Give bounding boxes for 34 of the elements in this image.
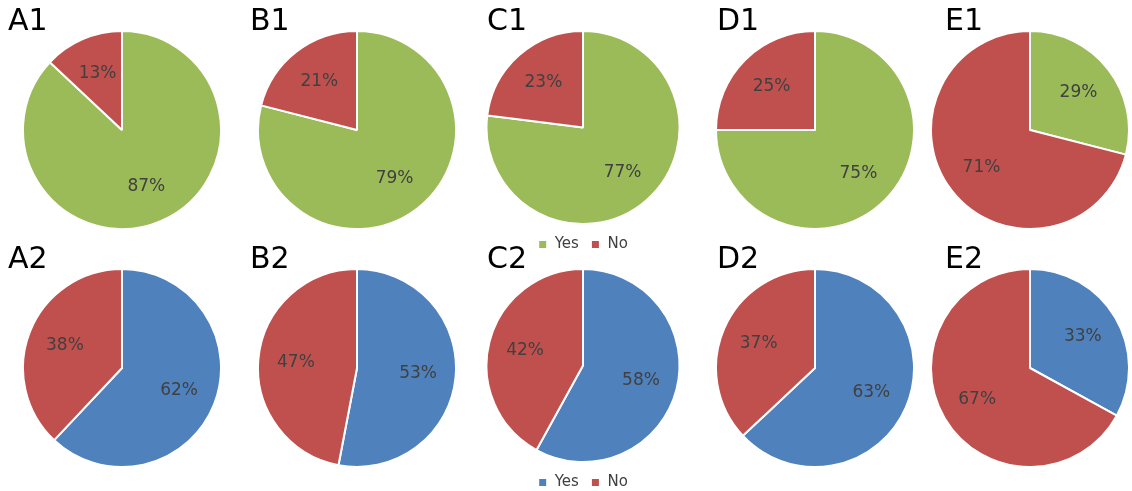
data-label: 53% (399, 362, 438, 383)
data-label: 13% (78, 62, 117, 83)
chart-title: C1 (487, 2, 528, 37)
data-label: 63% (852, 380, 891, 401)
data-label: 79% (375, 166, 414, 187)
legend-label: No (607, 234, 628, 253)
chart-title: B1 (250, 2, 290, 37)
legend-label: Yes (553, 234, 580, 253)
data-label: 33% (1063, 325, 1102, 346)
chart-title: B2 (250, 240, 290, 275)
chart-title: D2 (717, 240, 760, 275)
data-label: 75% (839, 161, 878, 182)
data-label: 87% (127, 174, 166, 195)
chart-title: E1 (945, 2, 984, 37)
data-label: 29% (1059, 80, 1098, 101)
data-label: 67% (958, 387, 997, 408)
data-label: 77% (603, 160, 642, 181)
chart-title: C2 (487, 240, 528, 275)
data-label: 38% (46, 333, 84, 354)
data-label: 37% (739, 332, 778, 353)
data-label: 71% (962, 156, 1001, 177)
legend-label: No (607, 472, 628, 491)
data-label: 42% (506, 339, 544, 360)
chart-title: D1 (717, 2, 760, 37)
chart-title: A1 (8, 2, 48, 37)
data-label: 25% (752, 75, 791, 96)
chart-title: E2 (945, 240, 984, 275)
data-label: 23% (524, 71, 563, 92)
data-label: 47% (276, 350, 315, 371)
data-label: 62% (160, 379, 198, 400)
data-label: 58% (622, 368, 660, 389)
legend-label: Yes (553, 472, 580, 491)
chart-title: A2 (8, 240, 48, 275)
data-label: 21% (300, 69, 339, 90)
